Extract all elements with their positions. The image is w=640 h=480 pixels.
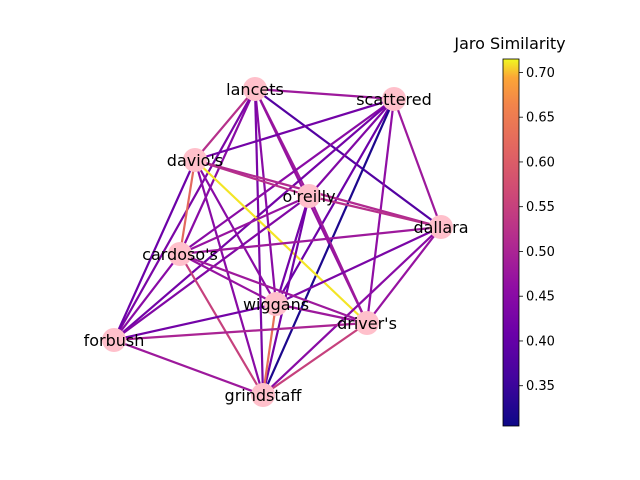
node-lancets: [243, 77, 267, 101]
edge-wiggans-drivers: [275, 302, 368, 325]
colorbar-tick-label: 0.60: [526, 155, 555, 170]
edge-wiggans-forbush: [113, 302, 277, 342]
edge-oreilly-wiggans: [274, 195, 311, 305]
edge-davids-forbush: [112, 159, 197, 341]
edge-davids-wiggans: [194, 159, 277, 305]
edge-cardosos-wiggans: [179, 253, 277, 305]
edge-scattered-forbush: [113, 98, 395, 341]
edge-oreilly-dallara: [308, 194, 442, 229]
edge-forbush-grindstaff: [113, 338, 264, 397]
colorbar-tick-label: 0.65: [526, 111, 555, 126]
edge-davids-drivers: [194, 159, 368, 324]
edge-drivers-forbush: [113, 321, 368, 342]
labels-layer: lancets scattered davio's o'reilly dallara ca…: [84, 80, 469, 405]
node-label-scattered: scattered: [356, 90, 432, 109]
edges-layer: [112, 87, 443, 397]
colorbar-tick-label: 0.55: [526, 200, 555, 215]
edge-dallara-cardosos: [179, 225, 442, 256]
node-label-dallara: dallara: [413, 218, 468, 237]
node-cardosos: [168, 242, 192, 266]
edge-scattered-dallara: [392, 98, 443, 228]
colorbar-tick-label: 0.40: [526, 334, 555, 349]
node-label-cardosos: cardoso's: [142, 245, 218, 264]
node-label-grindstaff: grindstaff: [225, 386, 303, 405]
edge-dallara-drivers: [366, 226, 442, 324]
edge-lancets-forbush: [113, 88, 256, 341]
node-label-forbush: forbush: [84, 331, 145, 350]
colorbar-title: Jaro Similarity: [453, 34, 565, 53]
node-label-davids: davio's: [167, 151, 223, 170]
edge-scattered-oreilly: [308, 98, 395, 197]
node-wiggans: [264, 292, 288, 316]
edge-drivers-grindstaff: [262, 322, 368, 396]
colorbar-tick-label: 0.35: [526, 379, 555, 394]
edge-lancets-davids: [194, 88, 256, 161]
edge-davids-cardosos: [178, 159, 197, 255]
node-drivers: [355, 311, 379, 335]
node-forbush: [102, 328, 126, 352]
edge-scattered-grindstaff: [261, 98, 396, 396]
colorbar-tick-label: 0.50: [526, 245, 555, 260]
edge-lancets-grindstaff: [253, 88, 265, 396]
edge-oreilly-drivers: [307, 195, 369, 324]
colorbar: Jaro Similarity 0.35 0.40 0.45 0.50 0.55 0.60…: [453, 34, 566, 427]
node-scattered: [382, 87, 406, 111]
edge-lancets-dallara: [254, 88, 442, 228]
edge-davids-grindstaff: [193, 159, 265, 396]
node-oreilly: [297, 184, 321, 208]
edge-wiggans-grindstaff: [261, 303, 278, 396]
node-label-drivers: driver's: [337, 314, 397, 333]
edge-lancets-scattered: [254, 87, 395, 101]
node-label-wiggans: wiggans: [243, 295, 309, 314]
colorbar-ticks: 0.35 0.40 0.45 0.50 0.55 0.60 0.65 0.70: [519, 66, 555, 394]
edge-oreilly-grindstaff: [261, 195, 311, 396]
colorbar-tick-label: 0.45: [526, 290, 555, 305]
edge-lancets-wiggans: [253, 88, 278, 305]
edge-lancets-cardosos: [178, 88, 257, 255]
edge-cardosos-forbush: [113, 253, 181, 341]
node-label-lancets: lancets: [226, 80, 284, 99]
edge-dallara-grindstaff: [262, 226, 442, 396]
edge-oreilly-forbush: [113, 195, 310, 341]
node-label-oreilly: o'reilly: [282, 187, 335, 206]
edge-scattered-davids: [194, 97, 395, 162]
edge-cardosos-drivers: [179, 252, 368, 325]
edge-dallara-wiggans: [275, 226, 442, 305]
node-dallara: [429, 215, 453, 239]
colorbar-gradient: [502, 58, 520, 427]
node-grindstaff: [251, 383, 275, 407]
colorbar-tick-label: 0.70: [526, 66, 555, 81]
nodes-layer: [102, 77, 453, 407]
edge-oreilly-cardosos: [179, 194, 310, 256]
node-davids: [183, 148, 207, 172]
edge-cardosos-grindstaff: [179, 253, 264, 396]
